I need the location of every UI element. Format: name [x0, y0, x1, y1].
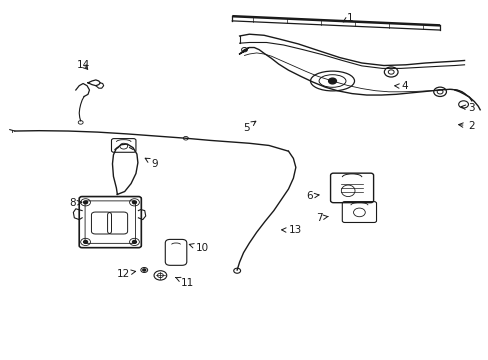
- Text: 10: 10: [189, 243, 208, 253]
- Text: 6: 6: [305, 191, 318, 201]
- Text: 5: 5: [242, 121, 255, 133]
- Text: 11: 11: [175, 277, 194, 288]
- Circle shape: [132, 240, 136, 243]
- Text: 14: 14: [76, 60, 90, 70]
- Circle shape: [142, 269, 145, 271]
- Circle shape: [83, 201, 87, 204]
- Circle shape: [83, 240, 87, 243]
- Text: 7: 7: [315, 213, 327, 223]
- Text: 13: 13: [281, 225, 301, 235]
- Text: 1: 1: [343, 13, 352, 23]
- Text: 12: 12: [116, 269, 135, 279]
- Text: 9: 9: [145, 158, 158, 169]
- Text: 8: 8: [69, 198, 81, 208]
- Circle shape: [328, 78, 336, 84]
- Text: 3: 3: [460, 103, 474, 113]
- Text: 4: 4: [394, 81, 407, 91]
- Text: 2: 2: [458, 121, 474, 131]
- Circle shape: [132, 201, 136, 204]
